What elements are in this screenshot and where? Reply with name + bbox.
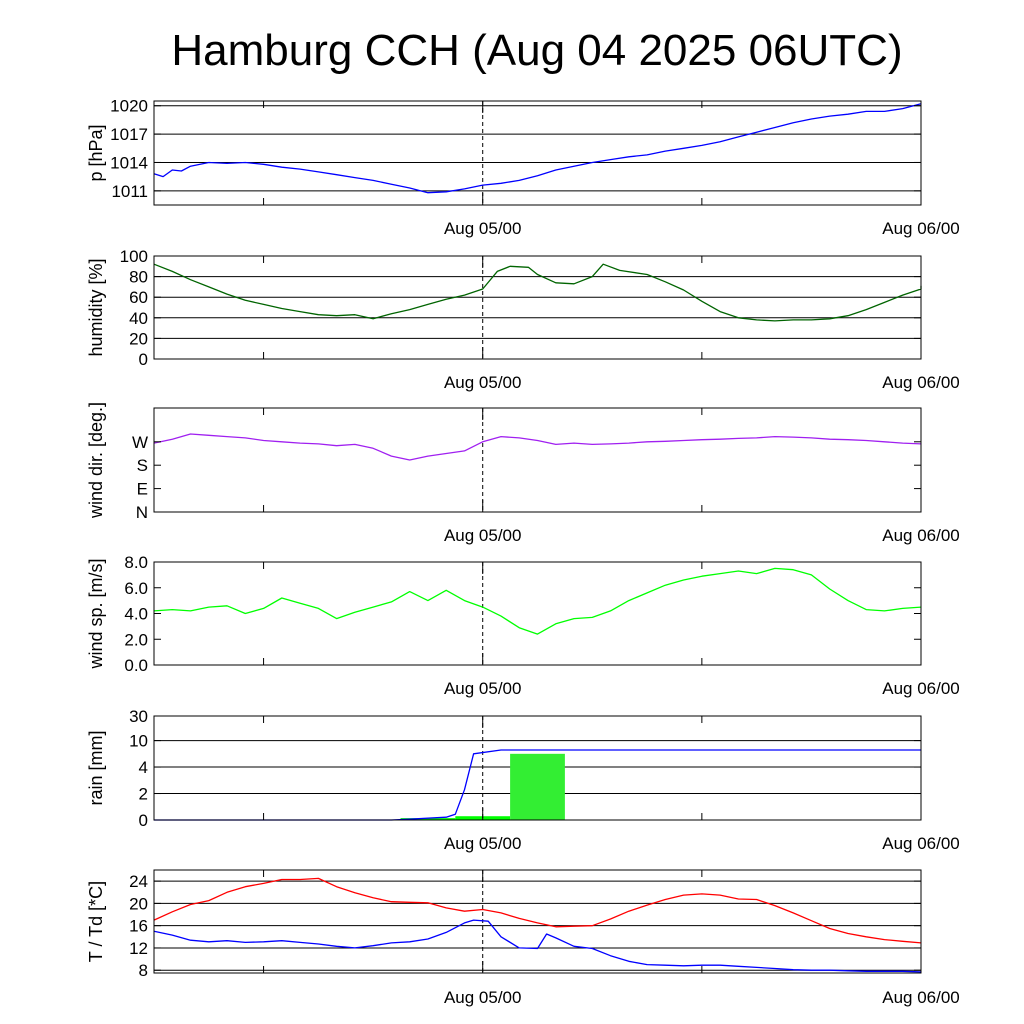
x-tick-label: Aug 06/00 bbox=[882, 373, 960, 392]
x-tick-label: Aug 06/00 bbox=[882, 988, 960, 1007]
y-tick-label: E bbox=[137, 480, 148, 499]
y-tick-label: 30 bbox=[129, 707, 148, 726]
y-tick-label: 4 bbox=[139, 758, 148, 777]
y-tick-label: 0.0 bbox=[124, 656, 148, 675]
series-line bbox=[153, 919, 922, 973]
chart-title: Hamburg CCH (Aug 04 2025 06UTC) bbox=[171, 26, 903, 75]
y-axis-label: T / Td [*C] bbox=[86, 881, 106, 962]
y-axis-label: p [hPa] bbox=[86, 124, 106, 181]
rain-bar bbox=[510, 753, 565, 820]
series-line bbox=[153, 263, 922, 322]
y-tick-label: 1011 bbox=[111, 182, 148, 201]
x-tick-label: Aug 05/00 bbox=[444, 373, 522, 392]
y-tick-label: 1017 bbox=[110, 125, 148, 144]
series-line bbox=[153, 567, 922, 635]
y-axis-label: humidity [%] bbox=[86, 258, 106, 356]
y-tick-label: W bbox=[132, 433, 148, 452]
y-tick-label: 6.0 bbox=[124, 579, 148, 598]
y-tick-label: S bbox=[137, 456, 148, 475]
y-tick-label: 20 bbox=[129, 894, 148, 913]
series-line bbox=[153, 877, 922, 944]
panel-frame bbox=[153, 255, 922, 360]
x-tick-label: Aug 06/00 bbox=[882, 834, 960, 853]
x-tick-label: Aug 05/00 bbox=[444, 526, 522, 545]
y-tick-label: 16 bbox=[129, 917, 148, 936]
panel-frame bbox=[153, 561, 922, 666]
panel-frame bbox=[153, 715, 922, 821]
y-tick-label: 24 bbox=[129, 872, 148, 891]
y-tick-label: 4.0 bbox=[124, 605, 148, 624]
y-axis-label: wind sp. [m/s] bbox=[86, 558, 106, 669]
y-tick-label: 100 bbox=[120, 247, 148, 266]
series-line bbox=[153, 103, 922, 194]
x-tick-label: Aug 05/00 bbox=[444, 219, 522, 238]
x-tick-label: Aug 05/00 bbox=[444, 988, 522, 1007]
x-tick-label: Aug 05/00 bbox=[444, 679, 522, 698]
y-tick-label: 0 bbox=[139, 811, 148, 830]
y-tick-label: N bbox=[136, 503, 148, 522]
rain-bar bbox=[400, 818, 456, 820]
y-tick-label: 8.0 bbox=[124, 553, 148, 572]
panel-frame bbox=[153, 407, 922, 513]
y-tick-label: 1020 bbox=[110, 97, 148, 116]
y-tick-label: 2 bbox=[139, 785, 148, 804]
y-tick-label: 10 bbox=[129, 732, 148, 751]
y-tick-label: 0 bbox=[139, 350, 148, 369]
series-line bbox=[153, 433, 922, 461]
x-tick-label: Aug 05/00 bbox=[444, 834, 522, 853]
y-tick-label: 40 bbox=[129, 309, 148, 328]
x-tick-label: Aug 06/00 bbox=[882, 219, 960, 238]
panel-frame bbox=[153, 100, 922, 206]
y-tick-label: 20 bbox=[129, 329, 148, 348]
panel-frame bbox=[153, 869, 922, 974]
y-tick-label: 12 bbox=[129, 939, 148, 958]
y-tick-label: 80 bbox=[129, 268, 148, 287]
y-tick-label: 8 bbox=[139, 961, 148, 980]
y-tick-label: 2.0 bbox=[124, 630, 148, 649]
y-axis-label: rain [mm] bbox=[86, 730, 106, 805]
x-tick-label: Aug 06/00 bbox=[882, 526, 960, 545]
x-tick-label: Aug 06/00 bbox=[882, 679, 960, 698]
y-axis-label: wind dir. [deg.] bbox=[86, 402, 106, 519]
y-tick-label: 60 bbox=[129, 288, 148, 307]
y-tick-label: 1014 bbox=[110, 153, 148, 172]
